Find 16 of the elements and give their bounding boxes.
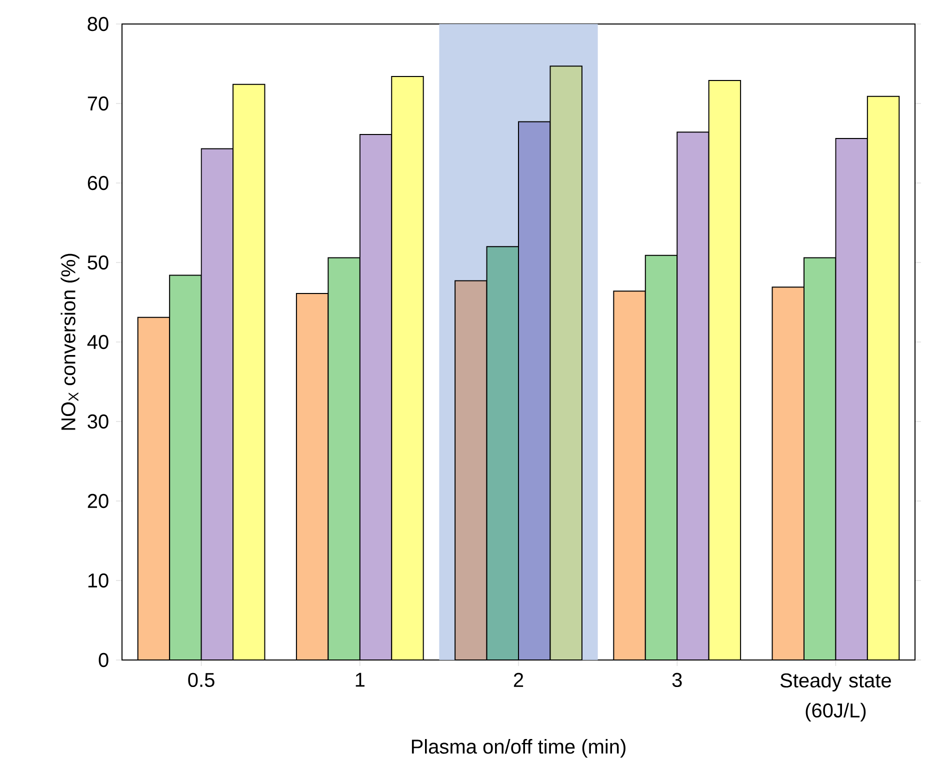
y-tick-label: 80: [88, 16, 108, 32]
y-tick-label: 30: [88, 414, 108, 429]
y-tick-label: 20: [88, 494, 108, 508]
y-tick-label: 50: [88, 255, 108, 270]
y-tick-label: 60: [88, 176, 108, 190]
x-tick-label: Steady state (60J/L): [780, 672, 891, 722]
x-tick-label: 3: [672, 672, 682, 688]
y-axis-title: NO$_{X}$ conversion (%): [60, 254, 80, 430]
y-tick-label: 40: [87, 334, 108, 350]
x-tick-label: 2: [514, 672, 524, 687]
y-tick-label: 10: [88, 573, 108, 588]
y-tick-label: 70: [88, 96, 108, 111]
x-tick-label: 0.5: [188, 672, 214, 688]
y-tick-label: 0: [98, 652, 108, 668]
x-axis-title: Plasma on/off time (min): [412, 739, 626, 758]
x-tick-label: 1: [356, 672, 364, 687]
